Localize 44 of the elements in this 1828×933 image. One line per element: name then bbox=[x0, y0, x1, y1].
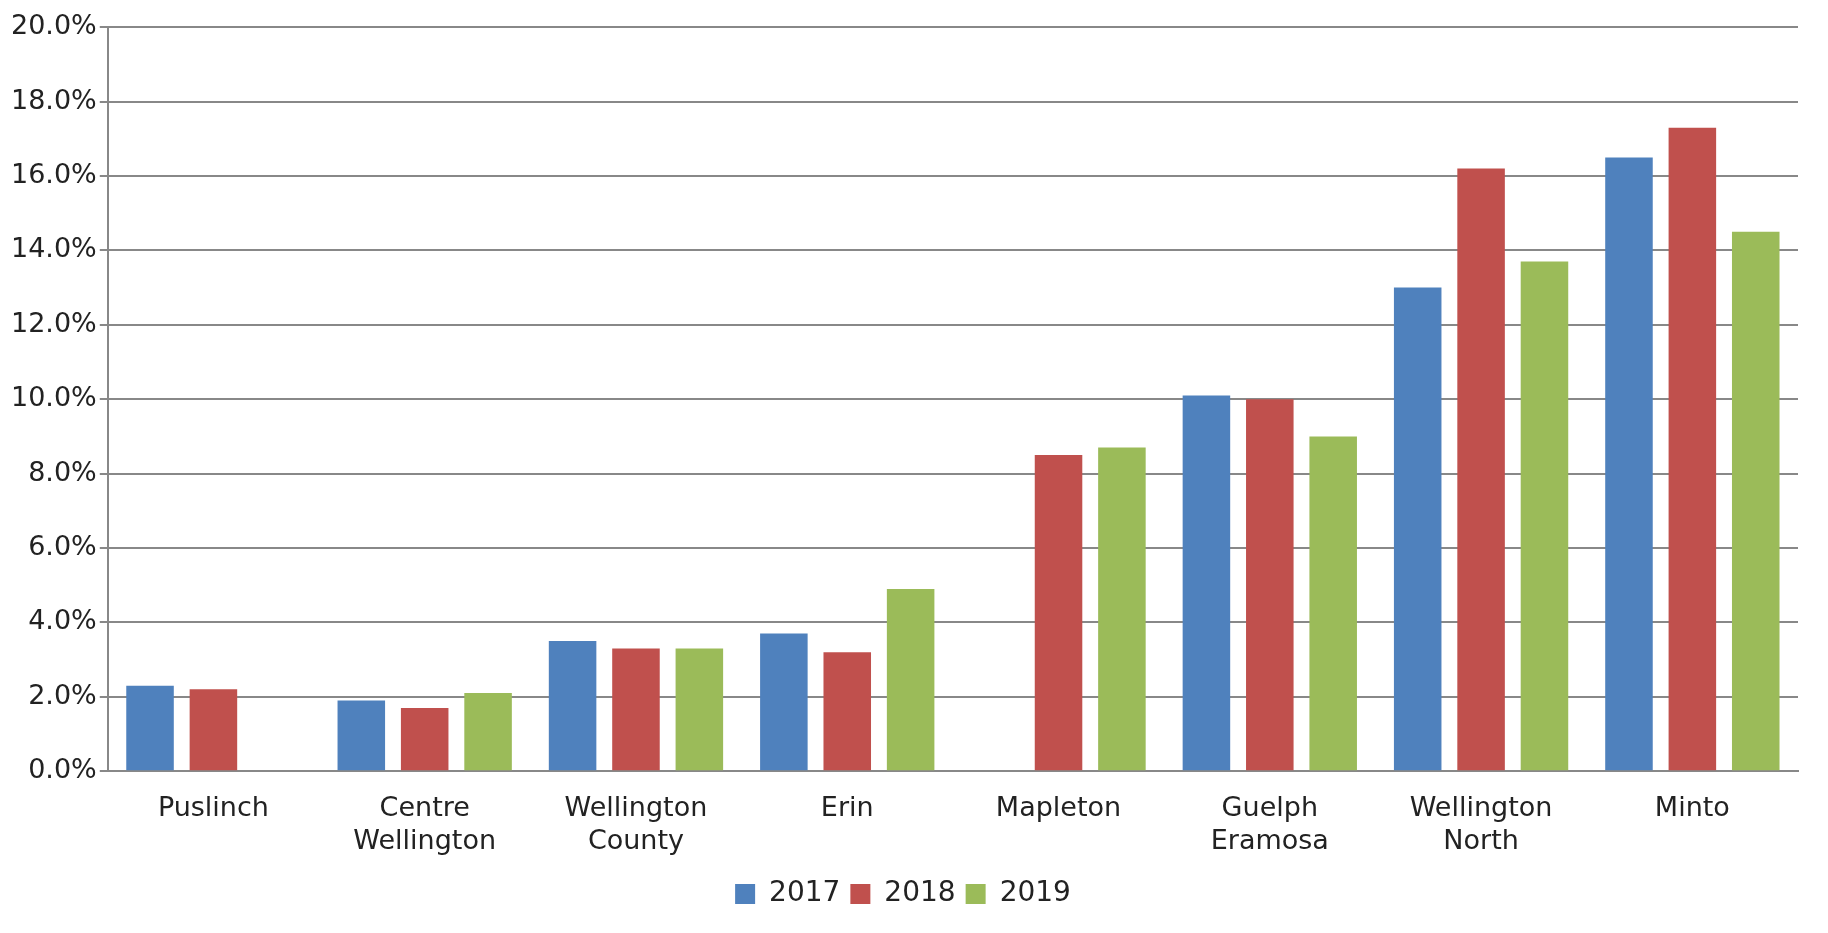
legend-label: 2017 bbox=[769, 875, 841, 909]
bar bbox=[1034, 455, 1083, 771]
x-tick-label: Mapleton bbox=[995, 791, 1122, 823]
bar bbox=[823, 652, 872, 771]
bar bbox=[126, 685, 174, 771]
bar bbox=[1182, 395, 1231, 771]
y-tick-label: 12.0% bbox=[10, 306, 97, 338]
legend-label: 2019 bbox=[999, 875, 1071, 909]
bar bbox=[1393, 287, 1442, 771]
legend-label: 2018 bbox=[884, 875, 956, 909]
x-tick-label: Minto bbox=[1654, 791, 1730, 823]
y-tick-label: 14.0% bbox=[10, 232, 97, 264]
bar bbox=[464, 693, 512, 771]
bar bbox=[1731, 231, 1780, 771]
y-tick-label: 20.0% bbox=[10, 9, 97, 41]
y-tick-label: 4.0% bbox=[28, 604, 97, 636]
bar bbox=[1605, 157, 1653, 771]
y-tick-label: 8.0% bbox=[28, 455, 97, 487]
x-tick-label: Centre Wellington bbox=[353, 791, 497, 855]
y-tick-label: 10.0% bbox=[10, 381, 97, 413]
y-tick-label: 0.0% bbox=[28, 753, 97, 785]
bar bbox=[1246, 399, 1294, 771]
bar bbox=[675, 648, 724, 771]
bar bbox=[1457, 168, 1505, 771]
y-tick-label: 16.0% bbox=[10, 158, 97, 190]
bar bbox=[760, 633, 808, 771]
x-tick-label: Erin bbox=[820, 791, 874, 823]
x-tick-label: Wellington North bbox=[1409, 791, 1553, 855]
x-tick-label: Wellington County bbox=[564, 791, 708, 855]
x-tick-label: Guelph Eramosa bbox=[1210, 791, 1329, 855]
bar bbox=[886, 588, 935, 771]
bar bbox=[337, 700, 386, 771]
bar bbox=[1520, 261, 1569, 771]
bar bbox=[548, 641, 597, 771]
bar bbox=[189, 689, 238, 771]
y-tick-label: 6.0% bbox=[28, 530, 97, 562]
bar bbox=[1098, 447, 1146, 771]
y-tick-label: 2.0% bbox=[28, 678, 97, 710]
bar bbox=[612, 648, 660, 771]
bar bbox=[1309, 436, 1357, 771]
x-tick-label: Puslinch bbox=[157, 791, 269, 823]
bar bbox=[1668, 127, 1717, 771]
bar bbox=[400, 707, 449, 771]
y-tick-label: 18.0% bbox=[10, 83, 97, 115]
